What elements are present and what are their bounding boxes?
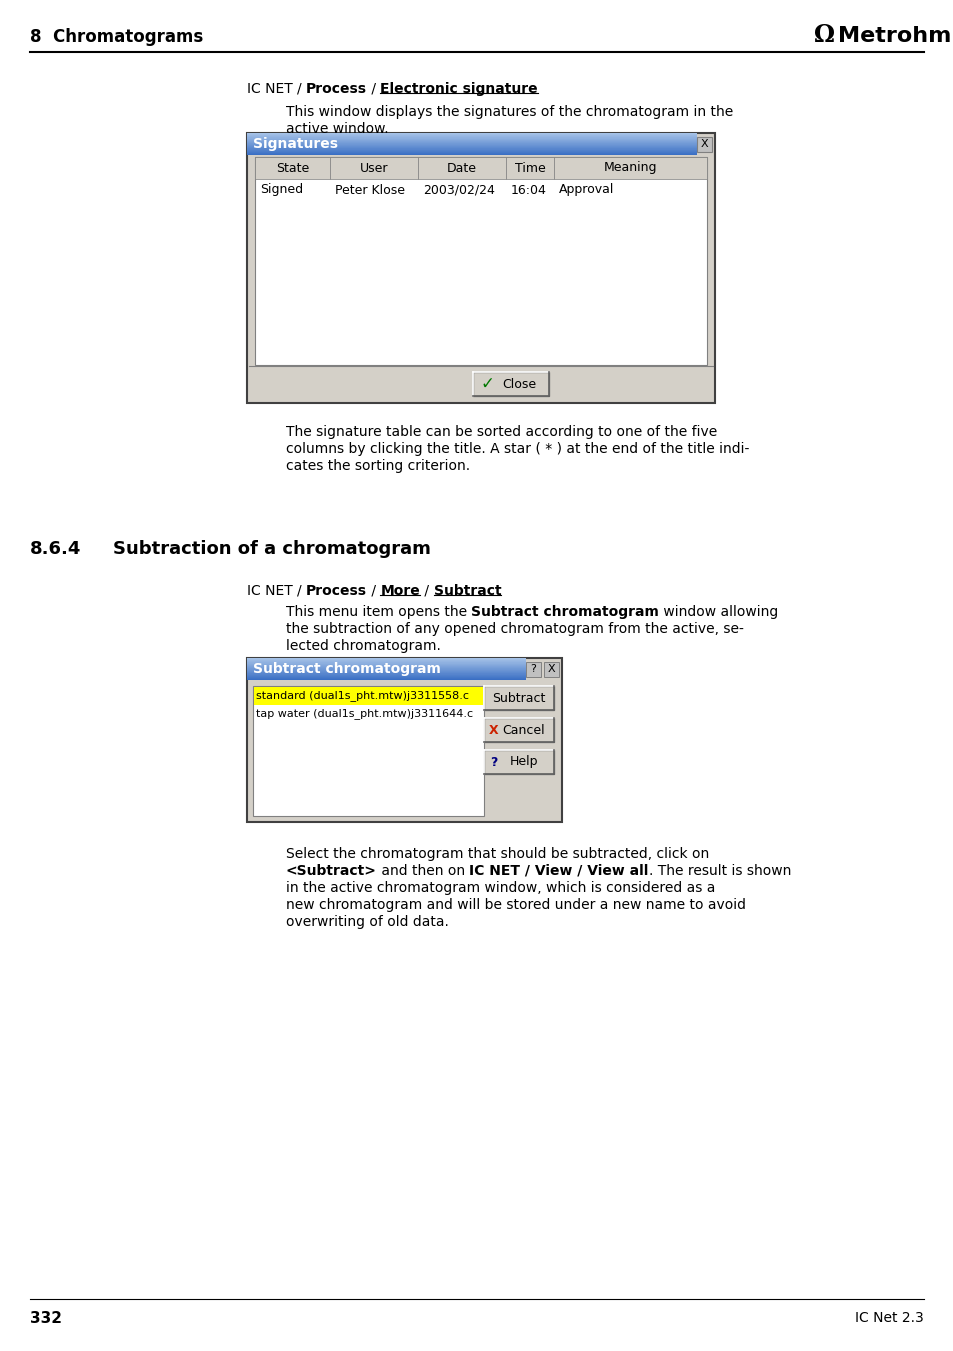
Text: X: X (489, 724, 498, 736)
Text: 2003/02/24: 2003/02/24 (422, 184, 495, 196)
Text: IC NET / View / View all: IC NET / View / View all (469, 865, 648, 878)
Text: Subtraction of a chromatogram: Subtraction of a chromatogram (112, 540, 431, 558)
Text: 332: 332 (30, 1310, 62, 1325)
Text: This menu item opens the: This menu item opens the (286, 605, 471, 619)
Bar (525, 662, 540, 677)
Text: . The result is shown: . The result is shown (648, 865, 790, 878)
Text: This window displays the signatures of the chromatogram in the: This window displays the signatures of t… (286, 105, 733, 119)
Text: The signature table can be sorted according to one of the five: The signature table can be sorted accord… (286, 426, 717, 439)
Text: Subtract: Subtract (492, 692, 545, 704)
Text: Time: Time (514, 162, 545, 174)
Text: Subtract chromatogram: Subtract chromatogram (253, 662, 440, 676)
Text: lected chromatogram.: lected chromatogram. (286, 639, 440, 653)
Text: standard (dual1s_pht.mtw)j3311558.c: standard (dual1s_pht.mtw)j3311558.c (255, 690, 469, 701)
Text: in the active chromatogram window, which is considered as a: in the active chromatogram window, which… (286, 881, 715, 894)
Text: Subtract chromatogram: Subtract chromatogram (471, 605, 659, 619)
Text: Metrohm: Metrohm (837, 26, 950, 46)
Bar (483, 686, 554, 711)
Bar (417, 157, 505, 178)
Text: IC NET: IC NET (247, 82, 296, 96)
Text: Date: Date (447, 162, 476, 174)
Text: Approval: Approval (558, 184, 614, 196)
Text: ✓: ✓ (479, 376, 494, 393)
Text: Help: Help (509, 755, 537, 769)
Text: 8.6.4: 8.6.4 (30, 540, 81, 558)
Text: <Subtract>: <Subtract> (286, 865, 376, 878)
Text: 8  Chromatograms: 8 Chromatograms (30, 28, 203, 46)
Text: the subtraction of any opened chromatogram from the active, se-: the subtraction of any opened chromatogr… (286, 621, 743, 636)
Bar (697, 136, 711, 153)
Text: /: / (420, 584, 434, 598)
Text: Meaning: Meaning (603, 162, 657, 174)
Bar (254, 157, 706, 365)
Text: /: / (296, 82, 306, 96)
Text: X: X (547, 663, 555, 674)
Text: User: User (359, 162, 388, 174)
Bar (247, 658, 561, 821)
Text: and then on: and then on (376, 865, 469, 878)
Text: Peter Klose: Peter Klose (335, 184, 405, 196)
Text: /: / (296, 584, 306, 598)
Text: tap water (dual1s_pht.mtw)j3311644.c: tap water (dual1s_pht.mtw)j3311644.c (255, 708, 473, 720)
Bar (330, 157, 417, 178)
Bar (554, 157, 706, 178)
Text: Process: Process (306, 82, 367, 96)
Text: Subtract: Subtract (434, 584, 500, 598)
Bar (505, 157, 554, 178)
Text: State: State (275, 162, 309, 174)
Bar (473, 372, 548, 396)
Text: Signatures: Signatures (253, 136, 337, 151)
Text: Signed: Signed (260, 184, 303, 196)
Text: active window.: active window. (286, 122, 388, 136)
Bar (247, 132, 714, 403)
Text: overwriting of old data.: overwriting of old data. (286, 915, 449, 929)
Bar (483, 717, 554, 742)
Text: 16:04: 16:04 (511, 184, 546, 196)
Bar (483, 750, 554, 774)
Text: /: / (367, 82, 380, 96)
Text: window allowing: window allowing (659, 605, 778, 619)
Text: IC NET: IC NET (247, 584, 296, 598)
Text: columns by clicking the title. A star ( * ) at the end of the title indi-: columns by clicking the title. A star ( … (286, 442, 749, 457)
Text: cates the sorting criterion.: cates the sorting criterion. (286, 459, 470, 473)
Text: Process: Process (306, 584, 367, 598)
Text: new chromatogram and will be stored under a new name to avoid: new chromatogram and will be stored unde… (286, 898, 745, 912)
Text: IC Net 2.3: IC Net 2.3 (854, 1310, 923, 1325)
Text: Select the chromatogram that should be subtracted, click on: Select the chromatogram that should be s… (286, 847, 708, 861)
Text: X: X (700, 139, 707, 149)
Bar (543, 662, 558, 677)
Text: ?: ? (490, 755, 497, 769)
Bar (253, 686, 483, 816)
Text: Ω: Ω (813, 23, 834, 47)
Text: Cancel: Cancel (502, 724, 545, 736)
Text: More: More (380, 584, 420, 598)
Text: /: / (367, 584, 380, 598)
Text: Close: Close (501, 377, 536, 390)
Bar (253, 688, 482, 705)
Text: ?: ? (530, 663, 536, 674)
Text: Electronic signature: Electronic signature (380, 82, 537, 96)
Bar (254, 157, 330, 178)
